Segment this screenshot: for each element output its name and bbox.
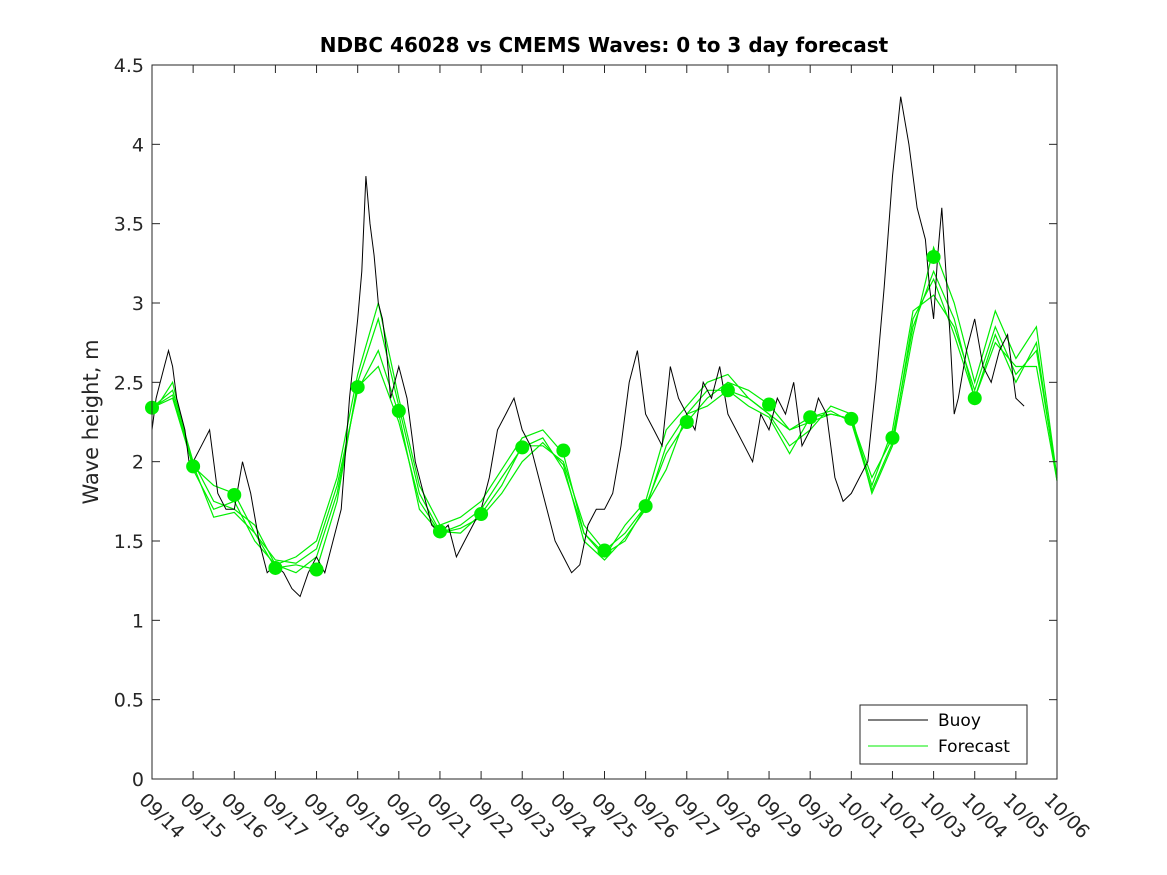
x-tick-label: 09/15	[176, 789, 230, 843]
y-axis: 0 0.5 1 1.5 2 2.5 3 3.5 4 4.5	[114, 55, 1057, 791]
legend-label-forecast: Forecast	[938, 737, 1010, 757]
axes-box	[151, 64, 1058, 780]
x-tick-label: 09/24	[546, 789, 600, 843]
x-tick-label: 09/28	[710, 789, 764, 843]
forecast-line-3	[151, 245, 1058, 566]
x-tick-label: 10/04	[957, 789, 1011, 843]
forecast-marker	[309, 562, 324, 577]
forecast-marker	[227, 487, 242, 502]
x-tick-label: 09/21	[422, 789, 476, 843]
forecast-marker	[638, 499, 653, 514]
forecast-marker	[268, 560, 283, 575]
y-tick-label: 2	[132, 452, 144, 474]
y-tick-label: 3	[132, 293, 144, 315]
x-tick-label: 10/03	[916, 789, 970, 843]
forecast-marker	[679, 415, 694, 429]
y-tick-label: 1.5	[114, 531, 144, 553]
x-tick-label: 10/06	[1039, 789, 1093, 843]
y-tick-label: 0.5	[114, 690, 144, 712]
y-tick-label: 4.5	[114, 55, 144, 77]
x-tick-label: 09/23	[505, 789, 559, 843]
x-tick-label: 09/26	[628, 789, 682, 843]
x-tick-label: 09/16	[217, 789, 271, 843]
x-tick-label: 09/19	[340, 789, 394, 843]
forecast-marker	[597, 543, 612, 558]
forecast-line-2	[151, 294, 1058, 571]
x-tick-label: 09/20	[381, 789, 435, 843]
forecast-marker	[432, 524, 447, 539]
legend-box	[859, 704, 1028, 765]
forecast-marker	[186, 459, 201, 474]
x-tick-label: 09/18	[299, 789, 353, 843]
forecast-line-4	[151, 277, 1058, 564]
x-tick-label: 10/05	[998, 789, 1052, 843]
forecast-marker	[350, 380, 365, 395]
y-axis-label: Wave height, m	[79, 339, 103, 504]
x-tick-label: 09/25	[587, 789, 641, 843]
x-tick-label: 09/14	[134, 789, 188, 843]
forecast-marker	[885, 430, 900, 445]
y-tick-label: 1	[132, 610, 144, 632]
forecast-marker	[926, 249, 941, 264]
forecast-line-1	[151, 269, 1058, 574]
legend: Buoy Forecast	[859, 704, 1028, 765]
forecast-marker	[474, 507, 489, 522]
y-tick-label: 3.5	[114, 214, 144, 236]
x-tick-label: 09/29	[752, 789, 806, 843]
forecast-marker	[762, 397, 777, 412]
x-tick-label: 09/27	[669, 789, 723, 843]
forecast-marker	[720, 383, 735, 398]
buoy-line	[151, 96, 1025, 598]
y-tick-label: 0	[132, 769, 144, 791]
legend-label-buoy: Buoy	[938, 711, 981, 731]
forecast-marker	[391, 403, 406, 418]
y-tick-label: 2.5	[114, 372, 144, 394]
x-tick-label: 10/01	[834, 789, 888, 843]
x-tick-label: 09/22	[464, 789, 518, 843]
x-tick-label: 10/02	[875, 789, 929, 843]
forecast-marker	[967, 391, 982, 406]
x-tick-label: 09/17	[258, 789, 312, 843]
forecast-marker	[803, 410, 818, 425]
forecast-marker	[515, 440, 530, 455]
y-tick-label: 4	[132, 134, 144, 156]
forecast-marker	[556, 443, 571, 458]
x-tick-label: 09/30	[793, 789, 847, 843]
chart-title: NDBC 46028 vs CMEMS Waves: 0 to 3 day fo…	[320, 33, 889, 57]
plot-area	[145, 96, 1058, 598]
forecast-marker	[844, 411, 859, 426]
